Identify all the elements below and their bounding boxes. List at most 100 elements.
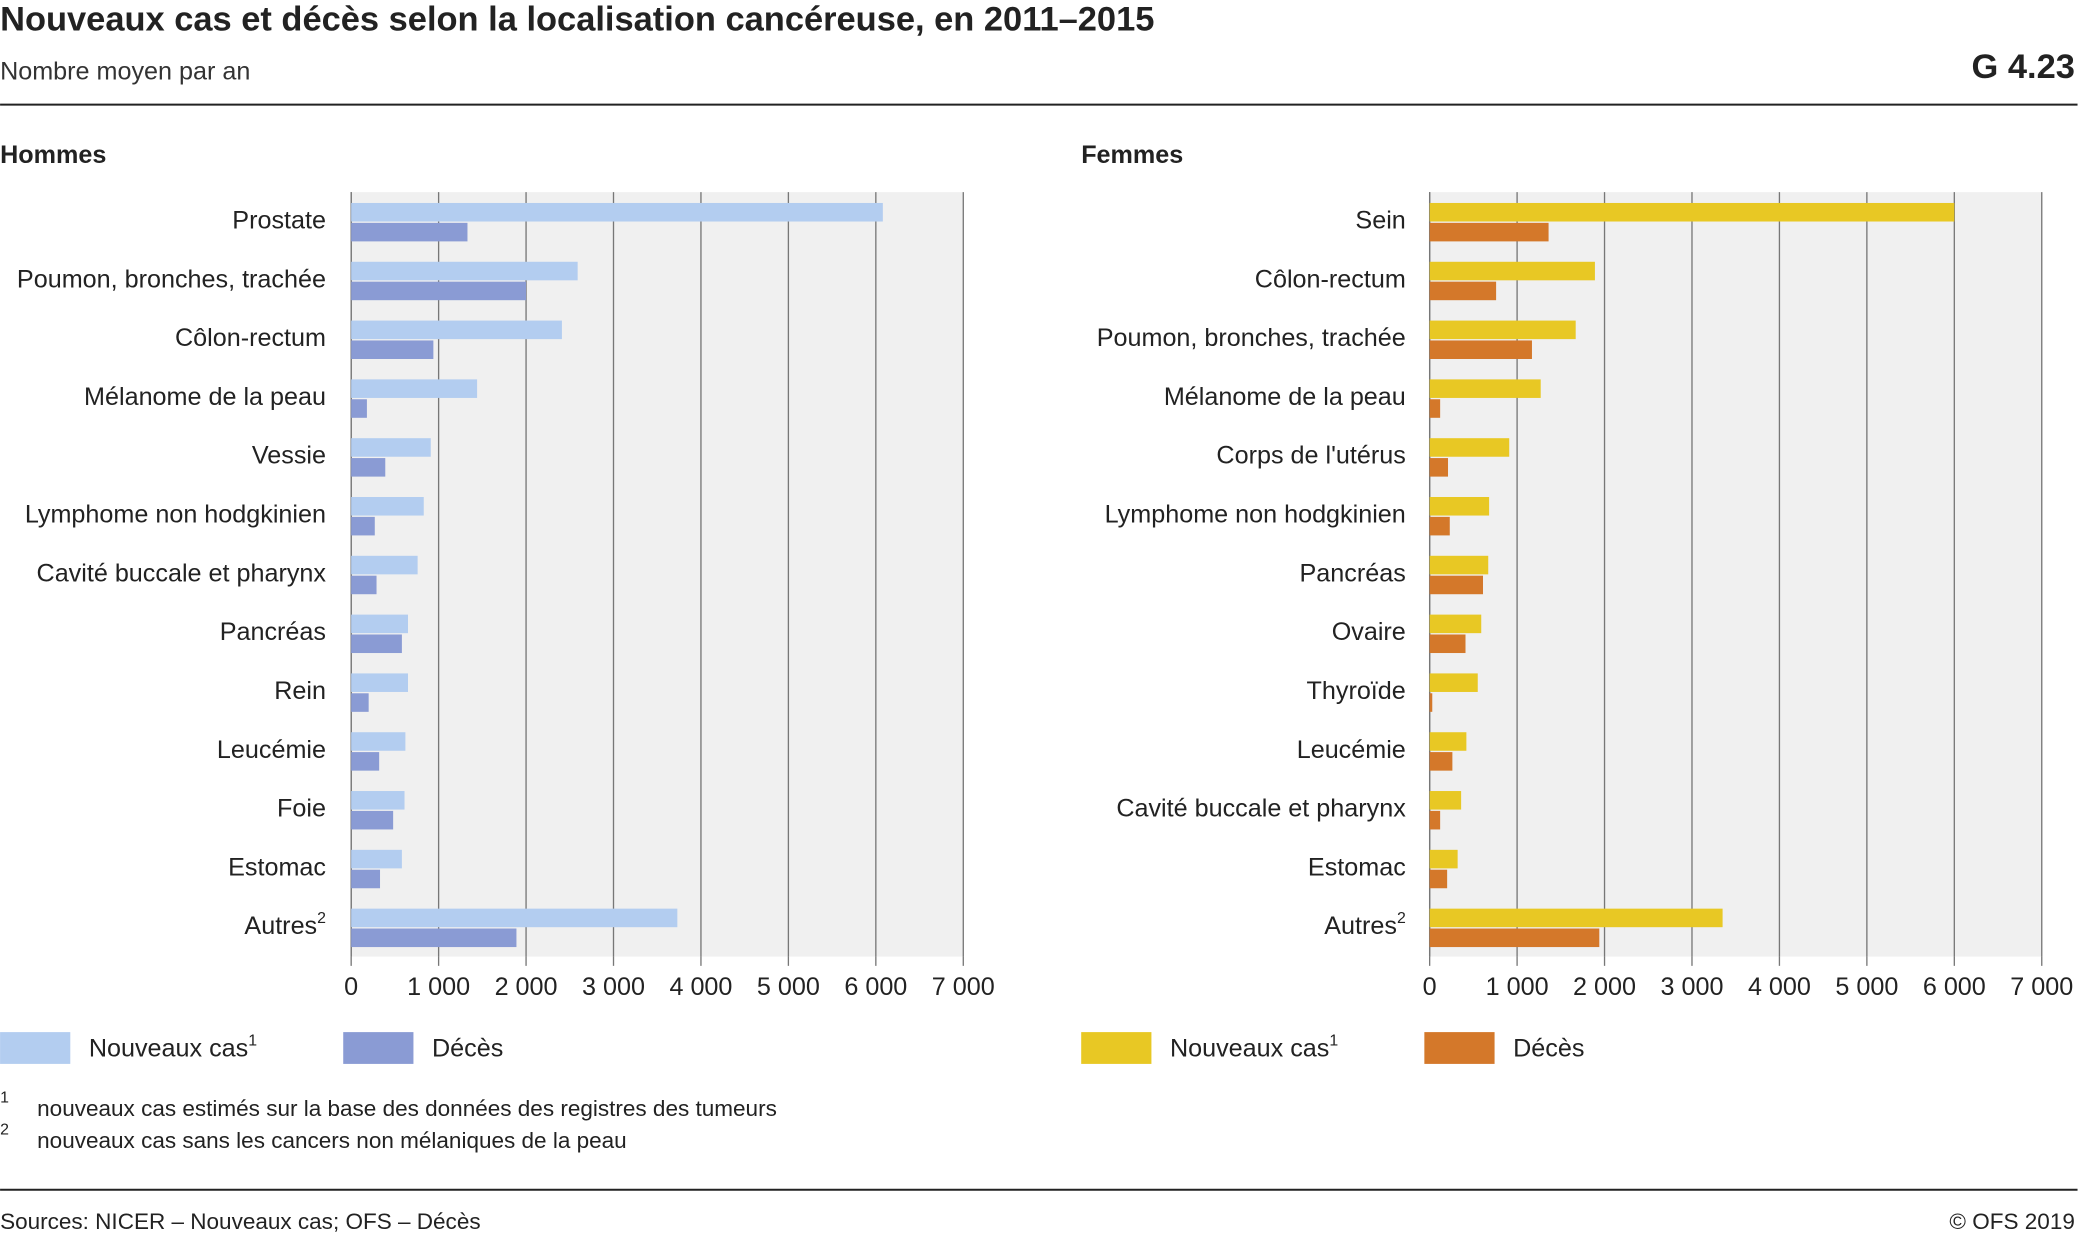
- plot-background: [351, 192, 964, 957]
- y-tick-label: Poumon, bronches, trachée: [1097, 324, 1406, 352]
- x-tick-label: 3 000: [582, 973, 645, 1001]
- bar: [351, 555, 418, 575]
- copyright: © OFS 2019: [1949, 1209, 2074, 1234]
- y-tick-label: Leucémie: [1297, 735, 1406, 763]
- y-tick-label-text: Poumon, bronches, trachée: [1097, 324, 1406, 352]
- superscript: 2: [317, 910, 326, 927]
- sources: Sources: NICER – Nouveaux cas; OFS – Déc…: [0, 1209, 481, 1234]
- y-tick-label-text: Côlon-rectum: [175, 324, 326, 352]
- x-tick-label: 6 000: [1923, 973, 1986, 1001]
- y-tick-label: Mélanome de la peau: [1164, 383, 1406, 411]
- y-tick-label-text: Vessie: [252, 441, 326, 469]
- x-tick-label: 5 000: [757, 973, 820, 1001]
- y-tick-label-text: Rein: [274, 677, 326, 705]
- y-tick-label: Vessie: [252, 441, 326, 469]
- y-tick-label: Poumon, bronches, trachée: [17, 265, 326, 293]
- y-tick-label: Ovaire: [1332, 618, 1406, 646]
- y-tick-label-text: Foie: [277, 794, 326, 822]
- y-tick-label-text: Pancréas: [1300, 559, 1406, 587]
- bar: [1429, 458, 1449, 477]
- x-tick-label: 3 000: [1661, 973, 1724, 1001]
- plot-background: [1429, 192, 2042, 957]
- page-subtitle: Nombre moyen par an: [0, 58, 250, 86]
- bar: [351, 340, 434, 360]
- bar: [1429, 928, 1600, 948]
- bar: [351, 261, 578, 281]
- x-tick-label: 4 000: [669, 973, 732, 1001]
- bar: [351, 222, 468, 242]
- y-tick-label: Estomac: [228, 853, 326, 881]
- legend-swatch: [0, 1032, 71, 1064]
- superscript: 2: [1397, 910, 1406, 927]
- bar: [1429, 614, 1482, 634]
- x-tick-label: 7 000: [932, 973, 995, 1001]
- bar: [351, 908, 678, 928]
- y-tick-label: Leucémie: [217, 735, 326, 763]
- y-tick-label: Cavité buccale et pharynx: [1116, 794, 1406, 822]
- x-tick-label: 2 000: [1573, 973, 1636, 1001]
- y-tick-label-text: Leucémie: [1297, 735, 1406, 763]
- legend-swatch: [1081, 1032, 1152, 1064]
- y-tick-label: Foie: [277, 794, 326, 822]
- superscript: 1: [1329, 1032, 1338, 1049]
- x-tick-label: 1 000: [1486, 973, 1549, 1001]
- footnote-mark: 2: [0, 1121, 9, 1138]
- y-tick-label: Prostate: [232, 206, 326, 234]
- bar: [351, 399, 367, 418]
- y-tick-label: Pancréas: [220, 618, 326, 646]
- x-tick-label: 0: [1423, 973, 1437, 1001]
- bar: [351, 634, 402, 654]
- bar: [1429, 732, 1467, 751]
- y-tick-label-text: Cavité buccale et pharynx: [37, 559, 327, 587]
- legend-label: Nouveaux cas1: [89, 1032, 257, 1062]
- legend-label-text: Décès: [1513, 1034, 1584, 1062]
- y-tick-label: Pancréas: [1300, 559, 1406, 587]
- legend-label: Nouveaux cas1: [1170, 1032, 1338, 1062]
- bar: [351, 379, 478, 398]
- bar: [351, 438, 431, 457]
- bar: [351, 693, 369, 712]
- bar: [351, 732, 406, 751]
- bar: [1429, 516, 1450, 536]
- bar: [1429, 261, 1595, 281]
- bar: [351, 458, 386, 477]
- y-tick-label: Rein: [274, 677, 326, 705]
- bar: [1429, 752, 1453, 771]
- bar: [351, 791, 405, 810]
- x-tick-label: 0: [344, 973, 358, 1001]
- bar: [1429, 202, 1955, 222]
- y-tick-label: Sein: [1355, 206, 1405, 234]
- x-tick-label: 5 000: [1835, 973, 1898, 1001]
- y-tick-label-text: Mélanome de la peau: [84, 383, 326, 411]
- y-tick-label-text: Prostate: [232, 206, 326, 234]
- bar: [351, 614, 409, 634]
- y-tick-label: Lymphome non hodgkinien: [1105, 500, 1406, 528]
- y-tick-label: Cavité buccale et pharynx: [37, 559, 327, 587]
- y-tick-label-text: Corps de l'utérus: [1216, 441, 1405, 469]
- y-tick-label: Autres2: [244, 910, 326, 940]
- bar: [1429, 320, 1576, 340]
- graph-code: G 4.23: [1971, 48, 2074, 86]
- bar: [1429, 575, 1483, 595]
- x-tick-label: 1 000: [407, 973, 470, 1001]
- bar: [1429, 555, 1489, 575]
- bar: [1429, 281, 1497, 301]
- bar: [351, 810, 394, 830]
- panel-title: Hommes: [0, 141, 106, 169]
- y-tick-label-text: Cavité buccale et pharynx: [1116, 794, 1406, 822]
- footnote-text: nouveaux cas sans les cancers non mélani…: [37, 1128, 627, 1153]
- page-title: Nouveaux cas et décès selon la localisat…: [0, 0, 1154, 38]
- bar: [1429, 399, 1441, 418]
- legend-label: Décès: [432, 1034, 503, 1062]
- y-tick-label: Thyroïde: [1307, 677, 1406, 705]
- bar: [1429, 673, 1478, 692]
- x-tick-label: 6 000: [844, 973, 907, 1001]
- bar: [351, 575, 377, 595]
- superscript: 1: [248, 1032, 257, 1049]
- y-tick-label: Côlon-rectum: [1255, 265, 1406, 293]
- bar: [351, 516, 375, 536]
- legend-label: Décès: [1513, 1034, 1584, 1062]
- y-tick-label-text: Lymphome non hodgkinien: [1105, 500, 1406, 528]
- y-tick-label-text: Poumon, bronches, trachée: [17, 265, 326, 293]
- y-tick-label: Estomac: [1308, 853, 1406, 881]
